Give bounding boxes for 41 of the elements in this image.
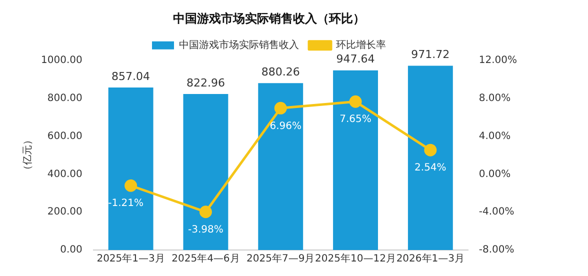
y2-tick-label: 4.00% bbox=[478, 130, 511, 142]
data-label: -1.21% bbox=[108, 198, 144, 210]
x-tick-label: 2025年10—12月 bbox=[315, 252, 396, 265]
y-tick-label: 200.00 bbox=[47, 206, 82, 218]
bar bbox=[258, 83, 304, 250]
point bbox=[424, 144, 437, 156]
point bbox=[274, 102, 287, 114]
y-tick-label: 800.00 bbox=[47, 92, 82, 104]
data-label: 880.26 bbox=[261, 65, 300, 78]
y-tick-label: 600.00 bbox=[47, 130, 82, 142]
bar bbox=[333, 70, 378, 250]
y2-tick-label: 0.00% bbox=[478, 168, 511, 180]
y-tick-label: 0.00 bbox=[60, 244, 82, 256]
x-tick-label: 2025年1—3月 bbox=[96, 252, 165, 265]
y2-tick-label: -4.00% bbox=[478, 206, 514, 218]
data-label: 971.72 bbox=[411, 48, 450, 62]
y-axis-title: （亿元） bbox=[22, 135, 34, 176]
point bbox=[199, 206, 212, 218]
point bbox=[124, 179, 138, 192]
data-label: 857.04 bbox=[112, 70, 150, 83]
legend-label: 中国游戏市场实际销售收入 bbox=[179, 38, 299, 51]
data-label: -3.98% bbox=[188, 224, 224, 236]
y2-tick-label: 12.00% bbox=[478, 54, 518, 66]
data-label: 947.64 bbox=[336, 52, 375, 66]
x-tick-label: 2025年4—6月 bbox=[172, 252, 240, 265]
legend-label: 环比增长率 bbox=[336, 38, 386, 51]
y-tick-label: 1000.00 bbox=[40, 54, 82, 66]
x-tick-label: 2026年1—3月 bbox=[396, 252, 465, 265]
data-label: 2.54% bbox=[414, 162, 446, 174]
data-label: 7.65% bbox=[340, 114, 372, 126]
y-tick-label: 400.00 bbox=[47, 168, 82, 180]
point bbox=[349, 95, 362, 108]
y2-tick-label: -8.00% bbox=[478, 244, 514, 256]
y2-tick-label: 8.00% bbox=[478, 92, 511, 104]
chart-title: 中国游戏市场实际销售收入（环比） bbox=[173, 11, 365, 26]
data-label: 6.96% bbox=[270, 120, 302, 132]
data-label: 822.96 bbox=[186, 76, 225, 90]
x-tick-label: 2025年7—9月 bbox=[246, 252, 315, 265]
bar bbox=[183, 94, 228, 250]
bar bbox=[408, 66, 453, 250]
bar bbox=[108, 88, 154, 250]
